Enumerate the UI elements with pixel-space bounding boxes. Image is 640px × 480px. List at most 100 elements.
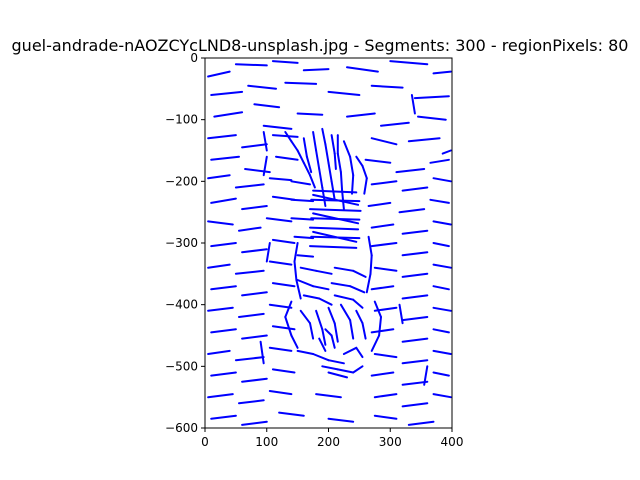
segment-line (259, 340, 265, 365)
y-tick-label: −200 (165, 174, 198, 188)
segment-line (327, 359, 345, 365)
segment-line (210, 371, 237, 377)
segment-line (364, 158, 392, 164)
segment-line (284, 316, 293, 337)
segment-line (432, 349, 452, 355)
segment-line (207, 263, 231, 269)
segment-line (370, 84, 404, 89)
segment-line (290, 334, 299, 349)
segment-line (432, 70, 452, 75)
segment-line (309, 174, 316, 189)
segment-line (299, 309, 311, 325)
segment-line (349, 285, 366, 294)
segment-line (296, 349, 315, 355)
segment-line (330, 134, 336, 155)
segment-line (210, 285, 237, 291)
segment-line (210, 90, 244, 96)
segment-line (312, 189, 358, 194)
segment-line (210, 197, 237, 204)
segment-line (339, 171, 344, 192)
segment-line (302, 294, 321, 300)
segment-line (373, 353, 398, 359)
segment-line (398, 208, 426, 214)
x-tick-label: 300 (379, 435, 402, 449)
segment-line (293, 260, 298, 281)
segment-line (295, 279, 302, 300)
y-tick-label: −400 (165, 298, 198, 312)
segment-line (324, 143, 330, 164)
segment-line (234, 63, 268, 67)
segment-line (401, 186, 429, 192)
segment-line (342, 346, 358, 355)
segment-line (315, 269, 333, 275)
segment-line (296, 279, 315, 288)
segment-line (318, 297, 333, 306)
segment-line (312, 131, 318, 152)
segment-line (293, 242, 299, 263)
segment-line (299, 266, 318, 272)
segment-line (327, 90, 361, 96)
segment-line (290, 180, 311, 186)
segment-line (271, 368, 296, 374)
segment-line (333, 266, 355, 272)
segment-line (330, 334, 336, 349)
y-tick-label: 0 (190, 51, 198, 65)
segment-line (370, 223, 395, 229)
segment-line (262, 124, 293, 130)
segment-line (373, 300, 382, 318)
segment-line (309, 245, 358, 249)
segment-line (241, 248, 268, 254)
segment-line (432, 177, 452, 183)
segment-line (268, 303, 293, 309)
segment-line (373, 414, 398, 420)
segment-line (401, 337, 429, 343)
x-tick-label: 100 (255, 435, 278, 449)
segment-line (432, 328, 450, 334)
y-axis: 0 −100 −200 −300 −400 −500 −600 (165, 51, 205, 435)
segment-line (432, 263, 452, 269)
segment-line (312, 212, 360, 225)
segment-line (241, 205, 268, 211)
segment-line (241, 420, 268, 426)
segment-line (207, 393, 234, 399)
segment-line (327, 306, 336, 325)
segment-line (327, 161, 333, 183)
segment-line (284, 81, 318, 85)
segment-line (342, 140, 352, 158)
segment-line (321, 328, 327, 346)
segment-line (339, 303, 352, 322)
segment-line (370, 285, 395, 291)
segment-line (315, 309, 324, 331)
segment-line (401, 359, 429, 365)
segment-line (429, 198, 450, 204)
segment-line (207, 134, 237, 140)
segment-line (349, 155, 355, 177)
segment-line (355, 155, 364, 167)
segment-line (441, 149, 452, 155)
x-axis: 0 100 200 300 400 (201, 428, 463, 449)
segment-line (423, 365, 429, 386)
segment-line (312, 353, 330, 362)
segment-line (432, 242, 450, 248)
segment-line (355, 309, 364, 325)
segment-line (207, 349, 231, 355)
segment-line (333, 294, 355, 301)
segment-line (244, 168, 271, 174)
segment-line (271, 134, 299, 138)
segment-line (265, 242, 271, 263)
segment-line (271, 282, 296, 288)
segment-line (432, 220, 452, 226)
segment-line (296, 254, 315, 258)
segment-line (210, 414, 237, 420)
y-tick-label: −100 (165, 113, 198, 127)
segment-line (380, 121, 410, 127)
segment-line (401, 402, 429, 408)
segments-layer (207, 60, 452, 426)
segment-line (370, 180, 398, 186)
segment-line (351, 174, 355, 195)
segment-line (432, 393, 452, 399)
segment-line (271, 325, 296, 331)
segment-line (401, 229, 429, 235)
segment-line (302, 161, 311, 177)
segment-line (336, 368, 355, 374)
